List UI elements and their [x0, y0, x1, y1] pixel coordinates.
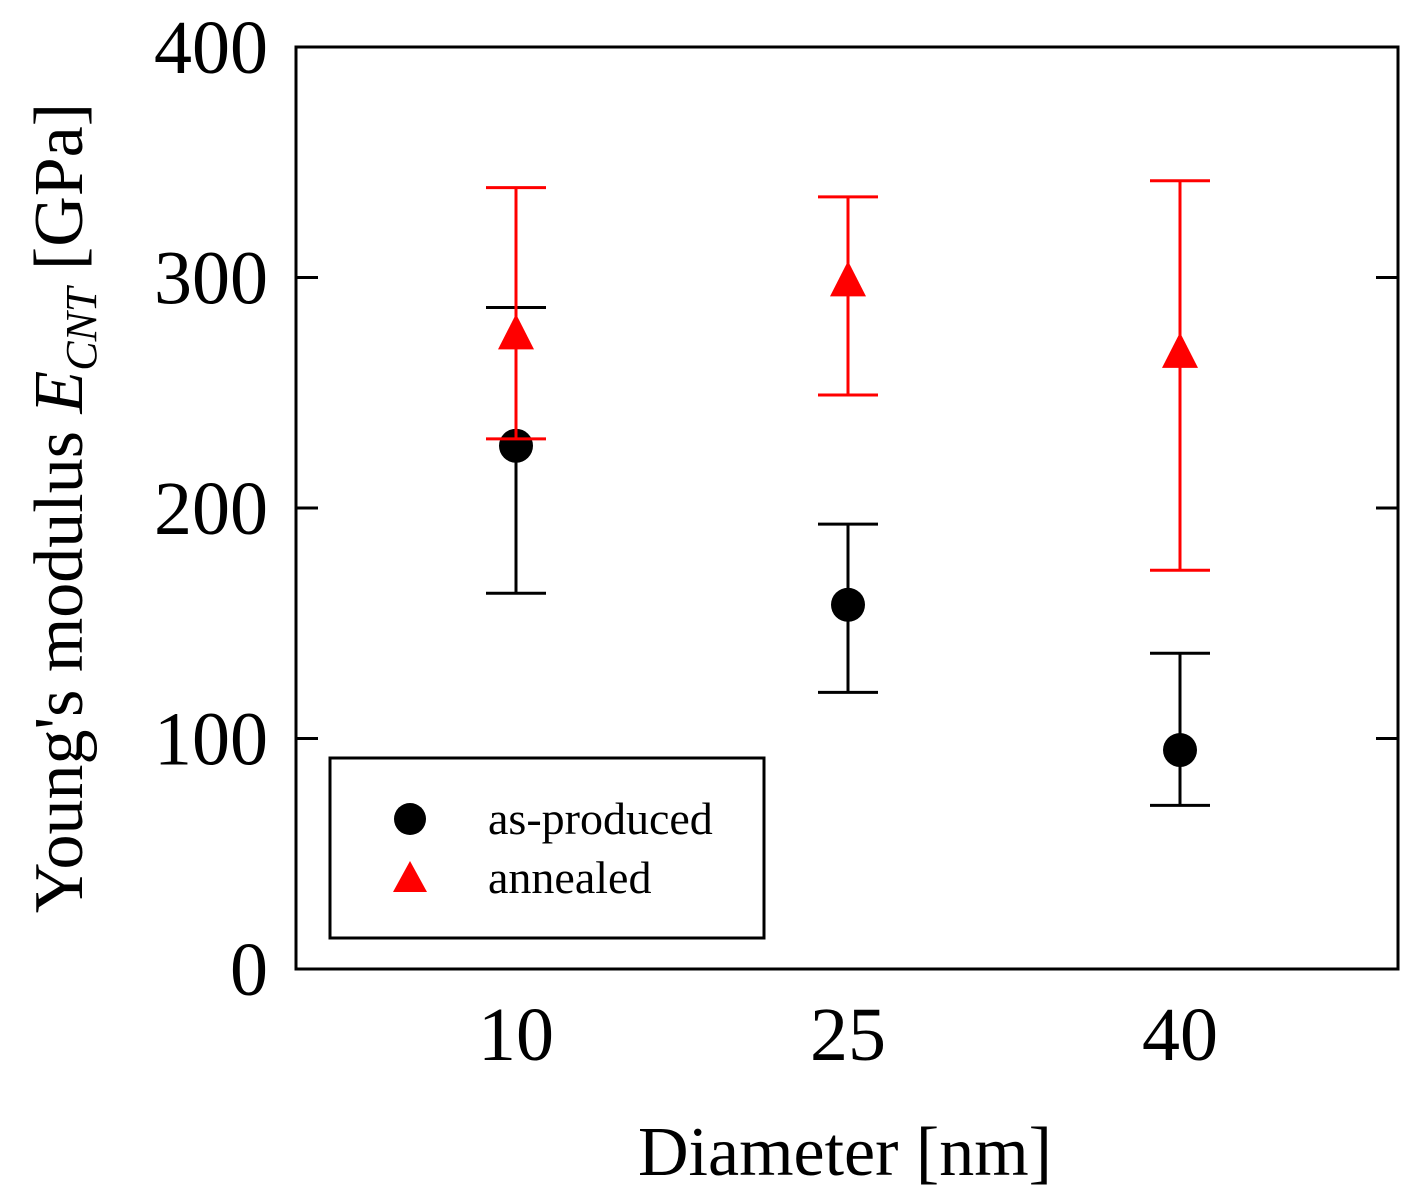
data-layer	[486, 179, 1210, 807]
point-annealed-0	[498, 314, 534, 350]
y-tick-label-300: 300	[154, 237, 268, 321]
point-annealed-2	[1162, 332, 1198, 368]
legend-label-as-produced: as-produced	[488, 793, 713, 844]
legend-label-annealed: annealed	[488, 852, 651, 903]
legend-marker-as-produced	[394, 803, 426, 835]
legend-marker-annealed	[393, 861, 427, 892]
x-axis: 10 25 40	[478, 993, 1218, 1077]
y-axis-title: Young's modulus ECNT [GPa]	[21, 103, 106, 913]
x-tick-label-40: 40	[1142, 993, 1218, 1077]
point-as-produced-1	[831, 587, 865, 622]
y-tick-label-400: 400	[154, 6, 268, 90]
x-tick-label-10: 10	[478, 993, 554, 1077]
legend: as-produced annealed	[328, 756, 766, 940]
y-tick-label-200: 200	[154, 467, 268, 551]
y-axis-title-subscript: CNT	[57, 284, 106, 371]
point-as-produced-0	[499, 428, 533, 463]
legend-box	[328, 756, 766, 940]
point-as-produced-2	[1163, 733, 1197, 768]
x-tick-label-25: 25	[810, 993, 886, 1077]
point-annealed-1	[830, 261, 866, 297]
y-axis: 0 100 200 300 400	[154, 6, 1398, 1012]
y-tick-label-100: 100	[154, 698, 268, 782]
y-axis-title-unit: [GPa]	[21, 103, 98, 288]
y-axis-title-symbol: E	[21, 371, 98, 415]
x-axis-title: Diameter [nm]	[638, 1114, 1052, 1191]
y-tick-label-0: 0	[230, 928, 268, 1012]
y-axis-title-prefix: Young's modulus	[21, 414, 98, 914]
